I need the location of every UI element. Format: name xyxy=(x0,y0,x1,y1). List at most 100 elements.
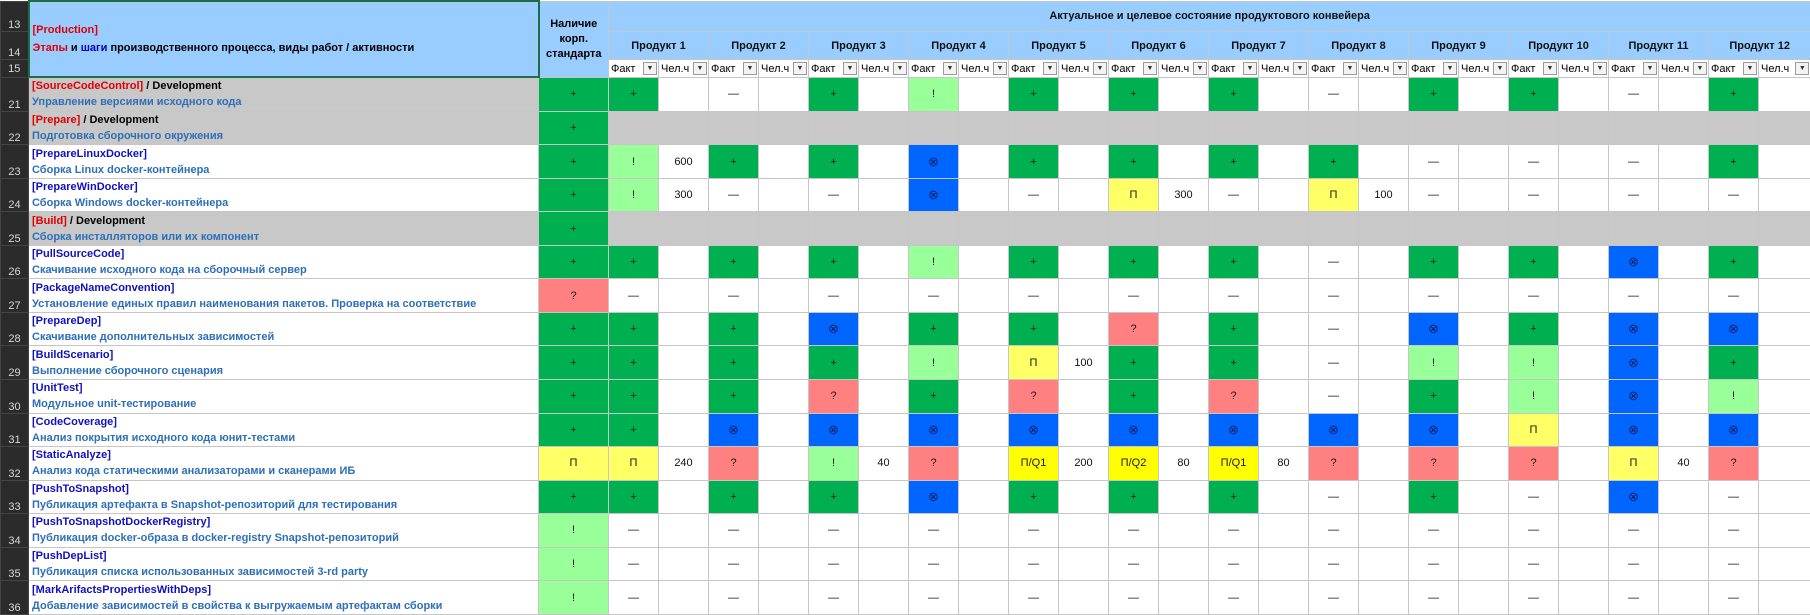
product-header[interactable]: Продукт 11 xyxy=(1608,30,1709,61)
filter-dropdown-button[interactable]: ▼ xyxy=(1043,62,1057,76)
fact-status-cell[interactable]: — xyxy=(1008,278,1059,313)
fact-status-cell[interactable]: + xyxy=(808,76,859,112)
filter-dropdown-button[interactable]: ▼ xyxy=(1543,62,1557,76)
hours-cell[interactable] xyxy=(758,580,809,615)
fact-status-cell[interactable]: — xyxy=(1408,144,1459,179)
hours-cell[interactable] xyxy=(658,580,709,615)
fact-status-cell[interactable]: ⊗ xyxy=(1608,244,1659,280)
fact-status-cell[interactable]: + xyxy=(1708,345,1759,381)
hours-cell[interactable] xyxy=(1458,244,1509,280)
fact-status-cell[interactable]: ! xyxy=(908,345,959,381)
hours-cell[interactable] xyxy=(858,379,909,414)
hours-cell[interactable] xyxy=(658,379,709,414)
hours-cell[interactable] xyxy=(1258,379,1309,414)
fact-status-cell[interactable]: + xyxy=(1208,479,1259,515)
empty-cell[interactable] xyxy=(608,110,659,146)
activity-label[interactable]: [Build] / Development Сборка инсталляторо… xyxy=(28,211,539,246)
fact-status-cell[interactable]: + xyxy=(1108,379,1159,414)
product-header[interactable]: Продукт 4 xyxy=(908,30,1009,61)
hours-cell[interactable] xyxy=(1358,446,1409,481)
empty-cell[interactable] xyxy=(1058,211,1109,246)
product-header[interactable]: Продукт 7 xyxy=(1208,30,1309,61)
fact-status-cell[interactable]: + xyxy=(608,311,659,347)
hours-cell[interactable] xyxy=(758,278,809,313)
fact-status-cell[interactable]: — xyxy=(1308,479,1359,515)
fact-status-cell[interactable]: — xyxy=(1008,513,1059,548)
fact-filter-cell[interactable]: Факт ▼ xyxy=(1208,59,1259,78)
fact-status-cell[interactable]: ⊗ xyxy=(1608,379,1659,414)
fact-status-cell[interactable]: + xyxy=(808,144,859,179)
empty-cell[interactable] xyxy=(908,110,959,146)
hours-cell[interactable] xyxy=(658,244,709,280)
fact-status-cell[interactable]: — xyxy=(908,513,959,548)
row-number[interactable]: 33 xyxy=(0,479,29,515)
hours-cell[interactable] xyxy=(1358,311,1409,347)
hours-cell[interactable] xyxy=(1658,76,1709,112)
standard-status-cell[interactable]: + xyxy=(538,211,609,246)
fact-status-cell[interactable]: — xyxy=(1108,546,1159,582)
hours-cell[interactable] xyxy=(858,311,909,347)
hours-cell[interactable] xyxy=(1158,379,1209,414)
hours-cell[interactable] xyxy=(958,479,1009,515)
hours-cell[interactable] xyxy=(758,76,809,112)
empty-cell[interactable] xyxy=(1608,211,1659,246)
fact-status-cell[interactable]: + xyxy=(908,379,959,414)
filter-dropdown-button[interactable]: ▼ xyxy=(893,62,907,76)
empty-cell[interactable] xyxy=(808,211,859,246)
activity-label[interactable]: [PrepareLinuxDocker] Сборка Linux docker-… xyxy=(28,144,539,179)
standard-header[interactable]: Наличие корп. стандарта xyxy=(538,0,609,78)
product-header[interactable]: Продукт 6 xyxy=(1108,30,1209,61)
product-header[interactable]: Продукт 5 xyxy=(1008,30,1109,61)
hours-cell[interactable] xyxy=(1658,345,1709,381)
hours-cell[interactable] xyxy=(1757,479,1810,515)
fact-status-cell[interactable]: — xyxy=(1108,513,1159,548)
fact-status-cell[interactable]: ⊗ xyxy=(808,412,859,448)
hours-cell[interactable] xyxy=(958,311,1009,347)
fact-status-cell[interactable]: — xyxy=(808,513,859,548)
hours-cell[interactable] xyxy=(1358,479,1409,515)
hours-cell[interactable] xyxy=(1158,345,1209,381)
hours-cell[interactable] xyxy=(1458,76,1509,112)
hours-filter-cell[interactable]: Чел.ч ▼ xyxy=(1558,59,1609,78)
fact-status-cell[interactable]: — xyxy=(1308,546,1359,582)
hours-cell[interactable] xyxy=(1558,379,1609,414)
hours-cell[interactable] xyxy=(858,144,909,179)
filter-dropdown-button[interactable]: ▼ xyxy=(1143,62,1157,76)
hours-cell[interactable] xyxy=(1058,412,1109,448)
hours-filter-cell[interactable]: Чел.ч ▼ xyxy=(958,59,1009,78)
fact-filter-cell[interactable]: Факт ▼ xyxy=(1508,59,1559,78)
filter-dropdown-button[interactable]: ▼ xyxy=(693,62,707,76)
hours-cell[interactable] xyxy=(1658,311,1709,347)
hours-cell[interactable] xyxy=(1158,513,1209,548)
fact-status-cell[interactable]: П/Q1 xyxy=(1208,446,1259,481)
empty-cell[interactable] xyxy=(1508,110,1559,146)
fact-status-cell[interactable]: П xyxy=(1508,412,1559,448)
filter-dropdown-button[interactable]: ▼ xyxy=(943,62,957,76)
fact-status-cell[interactable]: — xyxy=(1708,513,1759,548)
empty-cell[interactable] xyxy=(1458,211,1509,246)
row-number[interactable]: 29 xyxy=(0,345,29,381)
hours-cell[interactable] xyxy=(958,345,1009,381)
hours-cell[interactable] xyxy=(1558,580,1609,615)
fact-status-cell[interactable]: ! xyxy=(1508,345,1559,381)
hours-cell[interactable] xyxy=(1158,412,1209,448)
activity-label[interactable]: [MarkArifactsPropertiesWithDeps] Добавлен… xyxy=(28,580,539,615)
empty-cell[interactable] xyxy=(1308,211,1359,246)
hours-cell[interactable] xyxy=(1658,412,1709,448)
filter-dropdown-button[interactable]: ▼ xyxy=(993,62,1007,76)
fact-status-cell[interactable]: — xyxy=(1708,546,1759,582)
fact-status-cell[interactable]: — xyxy=(708,546,759,582)
fact-status-cell[interactable]: — xyxy=(708,580,759,615)
empty-cell[interactable] xyxy=(958,211,1009,246)
fact-status-cell[interactable]: — xyxy=(1108,278,1159,313)
standard-status-cell[interactable]: + xyxy=(538,311,609,347)
hours-cell[interactable] xyxy=(1558,446,1609,481)
activity-label[interactable]: [PackageNameConvention] Установление един… xyxy=(28,278,539,313)
hours-filter-cell[interactable]: Чел.ч ▼ xyxy=(1158,59,1209,78)
fact-status-cell[interactable]: П xyxy=(1608,446,1659,481)
filter-dropdown-button[interactable]: ▼ xyxy=(1343,62,1357,76)
hours-cell[interactable] xyxy=(1658,177,1709,213)
empty-cell[interactable] xyxy=(1408,211,1459,246)
activity-label[interactable]: [PushToSnapshot] Публикация артефакта в S… xyxy=(28,479,539,515)
fact-status-cell[interactable]: — xyxy=(1008,177,1059,213)
